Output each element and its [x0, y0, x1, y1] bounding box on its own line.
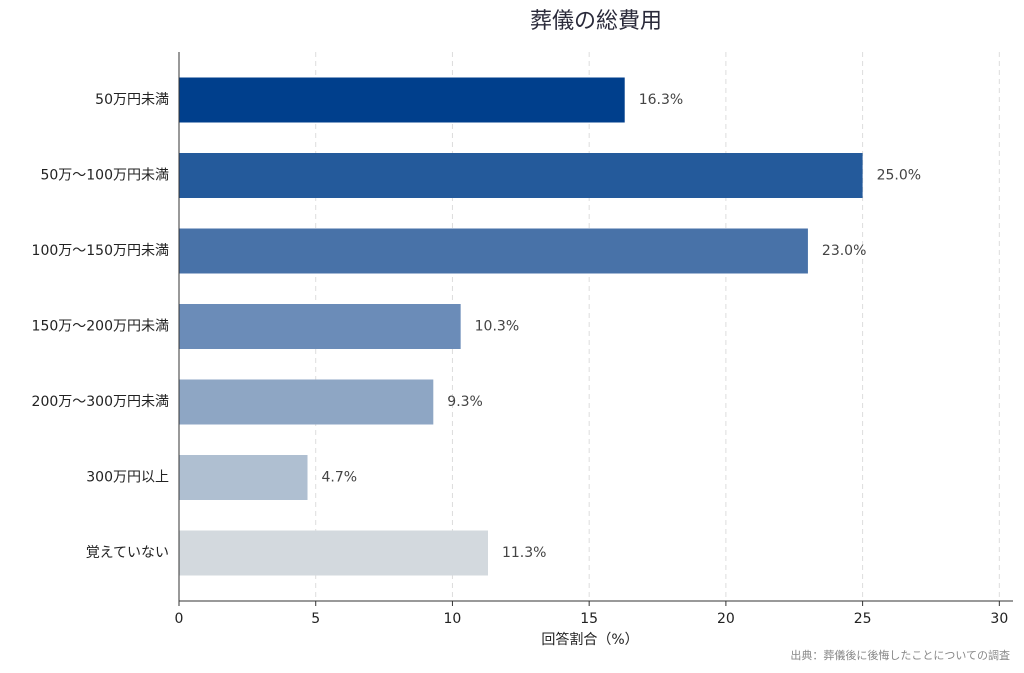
- bar: [179, 77, 625, 123]
- value-label: 10.3%: [475, 319, 519, 335]
- x-tick-label: 0: [175, 611, 184, 627]
- y-tick-label: 50万円未満: [95, 92, 169, 108]
- bar: [179, 304, 461, 349]
- bar: [179, 228, 808, 274]
- value-label: 4.7%: [322, 470, 358, 486]
- value-label: 11.3%: [502, 545, 546, 561]
- bar: [179, 153, 863, 198]
- y-tick-label: 150万〜200万円未満: [32, 319, 169, 335]
- x-tick-label: 20: [717, 611, 735, 627]
- value-label: 23.0%: [822, 243, 866, 259]
- value-label: 16.3%: [639, 92, 683, 108]
- bar: [179, 379, 434, 425]
- y-tick-label: 300万円以上: [86, 470, 169, 486]
- y-tick-label: 100万〜150万円未満: [32, 243, 169, 259]
- y-tick-label: 覚えていない: [86, 545, 169, 561]
- x-tick-label: 10: [444, 611, 462, 627]
- chart-title: 葬儀の総費用: [530, 9, 662, 34]
- x-tick-label: 30: [990, 611, 1008, 627]
- value-label: 9.3%: [447, 394, 483, 410]
- y-tick-label: 50万〜100万円未満: [40, 168, 169, 184]
- bar: [179, 455, 308, 500]
- x-tick-label: 5: [311, 611, 320, 627]
- x-tick-label: 15: [580, 611, 598, 627]
- bar: [179, 530, 488, 576]
- source-note: 出典：葬儀後に後悔したことについての調査: [790, 648, 1010, 662]
- value-label: 25.0%: [877, 168, 921, 184]
- x-tick-label: 25: [854, 611, 872, 627]
- y-tick-label: 200万〜300万円未満: [32, 394, 169, 410]
- x-axis-label: 回答割合（%）: [541, 631, 638, 648]
